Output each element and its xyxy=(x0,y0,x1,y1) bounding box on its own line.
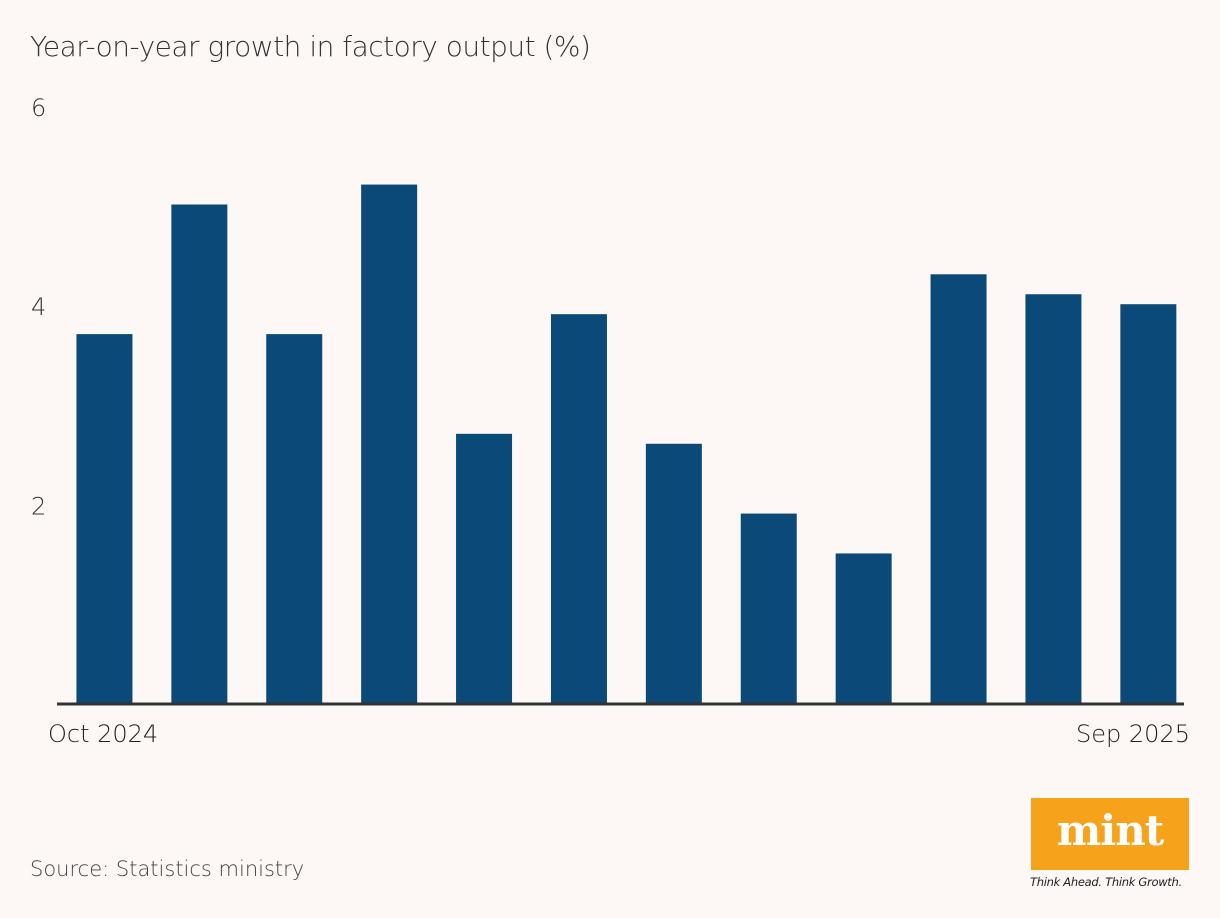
logo-tagline: Think Ahead. Think Growth. xyxy=(1030,875,1182,889)
bar-feb-2025 xyxy=(456,433,513,703)
bar-dec-2024 xyxy=(266,334,323,703)
x-tick-label-end: Sep 2025 xyxy=(1076,720,1190,748)
mint-logo: mint xyxy=(1031,798,1189,870)
bar-mar-2025 xyxy=(550,314,607,703)
bar-oct-2024 xyxy=(76,334,133,703)
bar-jan-2025 xyxy=(361,184,418,703)
y-tick-label: 6 xyxy=(31,94,46,122)
bar-nov-2024 xyxy=(171,204,228,703)
bar-may-2025 xyxy=(740,513,797,703)
source-note: Source: Statistics ministry xyxy=(30,857,305,881)
bar-jun-2025 xyxy=(835,553,892,703)
y-tick-label: 4 xyxy=(31,293,46,321)
bar-chart: 2 4 6 Oct 2024 Sep 2025 xyxy=(31,94,1190,748)
y-tick-label: 2 xyxy=(31,493,46,521)
bar-apr-2025 xyxy=(645,443,702,703)
chart-title: Year-on-year growth in factory output (%… xyxy=(30,30,591,63)
bar-sep-2025 xyxy=(1120,304,1177,703)
x-tick-label-start: Oct 2024 xyxy=(48,720,158,748)
bar-jul-2025 xyxy=(930,274,987,703)
bar-aug-2025 xyxy=(1025,294,1082,703)
